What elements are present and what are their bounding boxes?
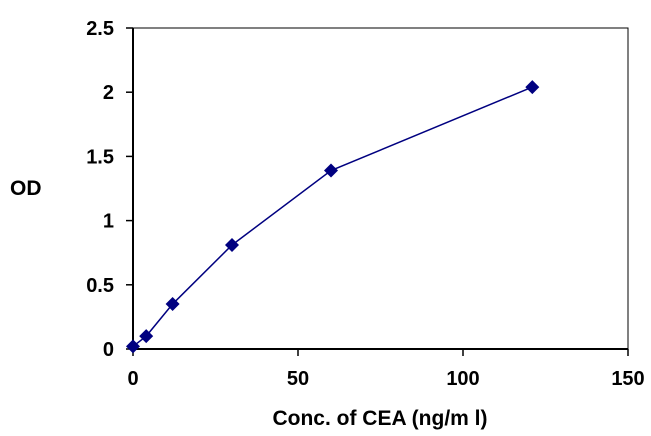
y-tick-label: 0.5 [86,275,114,297]
plot-area [132,27,629,350]
data-point [324,163,338,178]
x-axis-ticks: 0 50 100 150 [127,349,645,390]
x-tick-label: 50 [287,368,309,390]
y-tick-label: 1.5 [86,146,114,168]
x-tick-label: 0 [127,368,138,390]
y-tick-label: 2.5 [86,18,114,40]
x-tick-label: 100 [446,368,479,390]
y-axis-label: OD [10,177,42,200]
y-tick-label: 2 [103,82,114,104]
data-point [126,339,140,354]
data-point [525,80,540,95]
series-points [126,80,540,354]
y-tick-label: 1 [103,211,114,233]
data-point [165,297,180,312]
x-axis-label: Conc. of CEA (ng/m l) [272,407,487,430]
y-axis-ticks: 0 0.5 1 1.5 2 2.5 [86,18,133,361]
x-tick-label: 150 [611,368,644,390]
data-point [139,329,154,344]
data-point [225,237,239,252]
y-tick-label: 0 [103,339,114,361]
